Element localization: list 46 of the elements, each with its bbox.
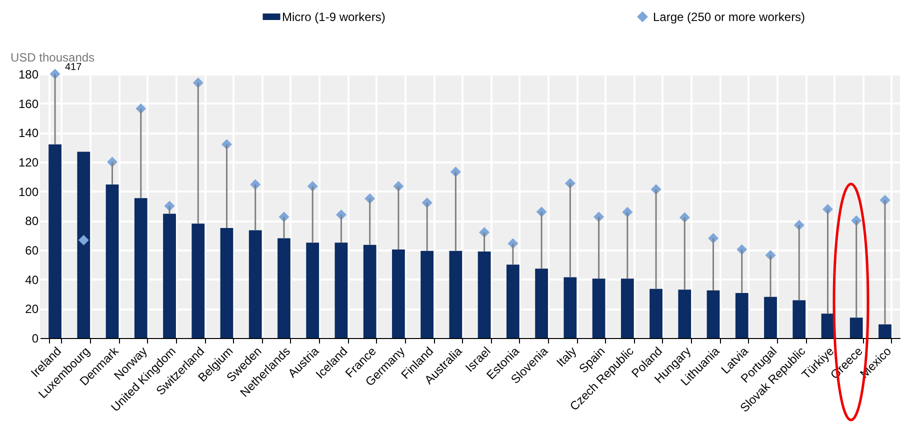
y-tick-label: 160: [18, 96, 39, 111]
bar: [478, 251, 491, 338]
bar: [420, 250, 434, 338]
bar: [564, 277, 577, 338]
bar: [334, 242, 348, 338]
y-tick-label: 40: [25, 272, 39, 287]
bar: [592, 278, 606, 338]
bar: [48, 144, 62, 338]
text: 417: [65, 62, 82, 73]
legend-label: Large (250 or more workers): [653, 10, 806, 24]
y-tick-label: 120: [18, 156, 39, 170]
bar: [792, 300, 806, 338]
y-axis-title: USD thousands: [10, 50, 95, 64]
bar: [106, 184, 119, 338]
bar: [821, 314, 834, 338]
y-tick-label: 100: [18, 184, 39, 199]
bar: [77, 152, 90, 338]
bar: [278, 238, 290, 338]
bar: [535, 268, 548, 338]
point: [78, 234, 89, 246]
bar: [163, 214, 176, 338]
bar: [735, 292, 748, 338]
y-tick-label: 0: [32, 332, 39, 346]
bar: [306, 242, 320, 338]
y-tick-label: 60: [25, 244, 39, 258]
x-tick-label: Italy: [554, 344, 580, 370]
bar: [764, 296, 777, 338]
bar: [392, 250, 405, 338]
bar: [650, 288, 662, 338]
bar: [706, 290, 720, 338]
bar: [506, 264, 520, 338]
bar: [878, 324, 892, 338]
bar: [248, 230, 262, 338]
bar: [192, 224, 205, 338]
y-tick-label: 20: [25, 302, 39, 316]
y-tick-label: 80: [25, 214, 39, 228]
bar: [850, 318, 863, 338]
bar: [449, 250, 462, 338]
y-tick-label: 180: [18, 68, 39, 82]
bar: [363, 244, 376, 338]
bar: [620, 278, 634, 338]
bar: [678, 290, 692, 338]
bar: [134, 198, 148, 338]
legend-label: Micro (1-9 workers): [282, 10, 386, 24]
bar: [220, 228, 234, 338]
y-tick-label: 140: [18, 126, 39, 140]
